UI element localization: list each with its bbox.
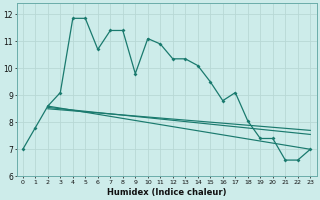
X-axis label: Humidex (Indice chaleur): Humidex (Indice chaleur) [107,188,226,197]
